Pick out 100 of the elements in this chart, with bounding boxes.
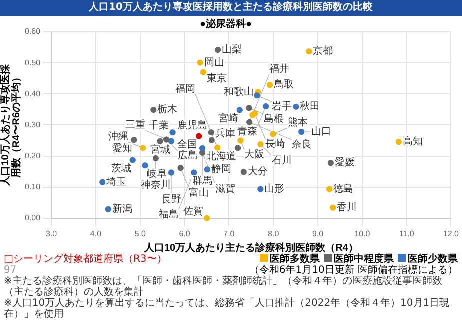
point <box>330 204 336 211</box>
point <box>197 60 204 66</box>
point <box>270 131 276 138</box>
point <box>263 104 270 110</box>
point <box>131 137 138 144</box>
annotation: 愛知 <box>112 142 133 154</box>
point <box>328 160 334 166</box>
point <box>168 138 174 144</box>
x-tick-label: 12.0 <box>443 229 460 238</box>
point <box>236 107 243 114</box>
annotation: 長崎 <box>266 138 286 150</box>
annotation: 山口 <box>312 126 332 138</box>
annotation: 鳥取 <box>273 78 294 91</box>
annotation: 岩手 <box>272 100 292 112</box>
point <box>254 92 260 99</box>
legend-label: 医師多数県 <box>270 254 320 265</box>
point <box>246 105 252 112</box>
chart-subtitle: ●泌尿器科● <box>200 18 252 30</box>
annotation: 香川 <box>337 201 358 214</box>
annotation: 広島 <box>178 150 198 162</box>
annotation: 宮城 <box>150 144 170 156</box>
point <box>140 145 146 152</box>
annotation: 岐阜 <box>146 168 167 180</box>
annotation: 島根 <box>264 112 284 125</box>
point <box>200 146 206 152</box>
point <box>208 130 214 136</box>
point <box>293 104 300 110</box>
point <box>100 179 106 186</box>
annotation: 宮崎 <box>218 112 238 125</box>
text: （令和6年1月10日更新 医師偏在指標による） <box>249 265 458 276</box>
point <box>157 138 164 144</box>
point <box>258 186 264 192</box>
annotation: 高知 <box>402 136 423 148</box>
point <box>150 106 157 113</box>
x-tick-label: 6.0 <box>179 229 191 238</box>
y-tick-label: 0.10 <box>24 182 42 192</box>
annotation: 青森 <box>238 125 258 138</box>
annotation: 福島 <box>158 208 179 220</box>
point <box>214 144 221 151</box>
x-tick-label: 4.0 <box>90 229 102 238</box>
annotation: 富山 <box>189 186 210 199</box>
point <box>204 215 210 222</box>
x-tick-label: 8.0 <box>268 229 280 238</box>
point <box>170 130 176 136</box>
point <box>191 170 198 176</box>
annotation: 埼玉 <box>106 176 127 188</box>
annotation: 北海道 <box>206 150 237 162</box>
y-tick-label: 0.60 <box>24 27 42 36</box>
x-axis-title: 人口10万人あたり主たる診療科別医師数（R4） <box>143 242 358 254</box>
annotation: 静岡 <box>211 163 232 176</box>
point <box>142 162 148 169</box>
legend-label: 医師少数県 <box>408 254 458 265</box>
annotation: 岡山 <box>204 56 224 68</box>
annotation: 大分 <box>248 166 268 178</box>
annotation: 新潟 <box>112 202 132 215</box>
annotation: 秋田 <box>300 100 320 112</box>
legend-label: 医師中程度県 <box>333 254 394 265</box>
x-tick-label: 10.0 <box>354 229 371 238</box>
point <box>396 138 402 145</box>
annotation: 群馬 <box>192 175 213 188</box>
annotation: 兵庫 <box>216 127 236 140</box>
annotation: 京都 <box>313 45 334 58</box>
x-tick-label: 9.0 <box>312 229 324 238</box>
text: 97 <box>4 265 17 276</box>
annotation: 奈良 <box>292 138 312 151</box>
annotation: 滋賀 <box>216 182 236 195</box>
point <box>238 138 244 144</box>
y-tick-label: 0.30 <box>24 120 42 130</box>
annotation: 沖縄 <box>108 130 128 143</box>
y-tick-label: 0.20 <box>24 151 42 160</box>
chart-title: 人口10万人あたり専攻医採用数と主たる診療科別医師数の比較 <box>0 0 462 16</box>
text: ※人口10万人あたりを算出するに当たっては、総務省「人口推計（2022年（令和４年）10月1日現在）」を使用 <box>4 298 451 320</box>
annotation: 神奈川 <box>140 179 171 192</box>
point <box>152 155 159 162</box>
point <box>196 133 202 140</box>
point <box>130 157 136 164</box>
annotation: 全国 <box>177 138 198 151</box>
annotation: 東京 <box>207 72 228 85</box>
annotation: 山梨 <box>222 44 242 56</box>
annotation: 和歌山 <box>224 86 254 98</box>
y-tick-label: 0.50 <box>24 58 42 68</box>
annotation: 栃木 <box>158 104 178 116</box>
annotation: 茨城 <box>111 162 132 175</box>
point <box>258 141 264 148</box>
point <box>200 69 206 76</box>
point <box>240 169 247 176</box>
point <box>298 129 305 136</box>
annotation: 佐賀 <box>183 205 204 218</box>
point <box>204 166 210 173</box>
annotation: 鹿児島 <box>178 120 208 132</box>
annotation: 石川 <box>272 154 292 166</box>
point <box>252 110 258 117</box>
point <box>246 119 253 126</box>
point <box>164 136 170 143</box>
point <box>208 137 215 144</box>
annotation: 山形 <box>264 182 285 195</box>
annotation: 長野 <box>161 194 182 206</box>
text: □シーリング対象都道府県（R3〜） <box>4 254 167 265</box>
x-tick-label: 7.0 <box>224 229 236 238</box>
y-tick-label: 0.40 <box>24 89 42 98</box>
